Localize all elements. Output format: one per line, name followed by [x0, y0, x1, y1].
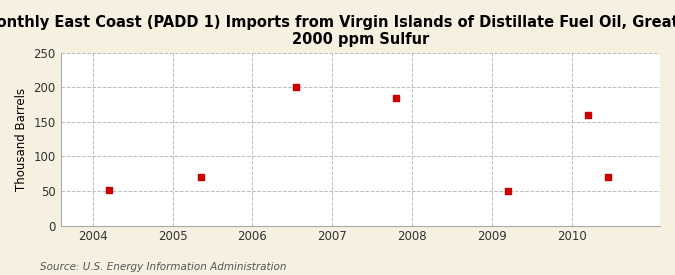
Point: [503, 189, 514, 193]
Point: [291, 84, 302, 89]
Point: [195, 175, 206, 179]
Point: [603, 175, 614, 179]
Text: Source: U.S. Energy Information Administration: Source: U.S. Energy Information Administ…: [40, 262, 287, 272]
Title: Monthly East Coast (PADD 1) Imports from Virgin Islands of Distillate Fuel Oil, : Monthly East Coast (PADD 1) Imports from…: [0, 15, 675, 47]
Point: [583, 113, 593, 117]
Y-axis label: Thousand Barrels: Thousand Barrels: [15, 88, 28, 191]
Point: [391, 96, 402, 101]
Point: [103, 188, 114, 192]
